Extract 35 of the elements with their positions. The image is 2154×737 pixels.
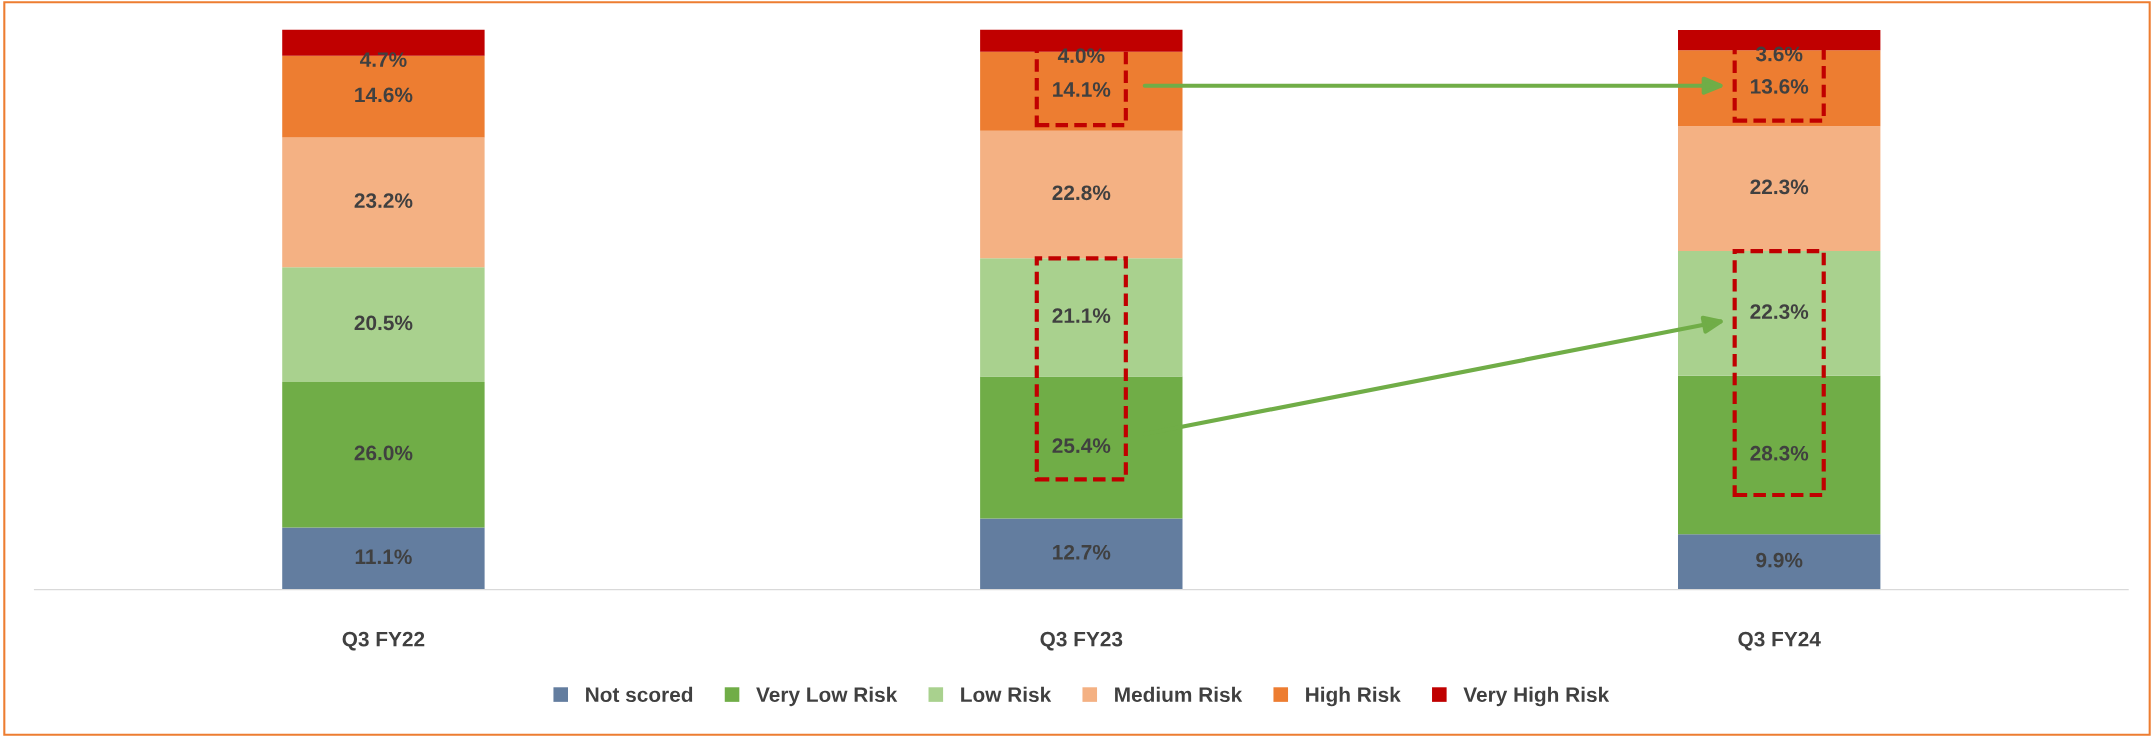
legend-label: Low Risk xyxy=(961,686,1052,703)
bar xyxy=(980,518,1183,590)
data-label: 26.0% xyxy=(354,445,413,461)
data-label: 28.3% xyxy=(1750,445,1809,461)
data-label: 12.7% xyxy=(1053,544,1111,560)
x-tick-label: Q3 FY23 xyxy=(1040,631,1123,651)
data-label: 11.1% xyxy=(355,549,412,565)
data-label: 14.1% xyxy=(1053,82,1111,97)
data-label: 14.6% xyxy=(355,87,413,103)
data-label: 4.7% xyxy=(359,52,407,67)
legend-label: Medium Risk xyxy=(1115,686,1243,703)
legend-label: High Risk xyxy=(1306,686,1401,707)
bar xyxy=(282,137,485,268)
legend-label: Not scored xyxy=(586,686,693,703)
bar xyxy=(1678,126,1881,252)
data-label: 3.6% xyxy=(1755,46,1803,62)
data-label: 21.1% xyxy=(1052,308,1111,323)
bar xyxy=(282,267,485,382)
bar xyxy=(282,382,485,528)
data-label: 13.6% xyxy=(1750,79,1809,94)
bar xyxy=(1678,534,1881,590)
data-label: 25.4% xyxy=(1052,438,1111,454)
legend-label: Very High Risk xyxy=(1463,686,1610,707)
bar xyxy=(282,527,485,590)
data-label: 22.3% xyxy=(1750,304,1809,320)
data-label: 20.5% xyxy=(354,315,413,331)
data-label: 22.3% xyxy=(1750,179,1809,195)
data-label: 22.8% xyxy=(1052,185,1111,201)
data-label: 23.2% xyxy=(354,193,413,209)
legend-label: Very Low Risk xyxy=(756,686,898,707)
data-label: 4.0% xyxy=(1057,48,1105,64)
data-label: 9.9% xyxy=(1756,552,1803,568)
x-tick-label: Q3 FY24 xyxy=(1738,631,1821,651)
bar xyxy=(980,130,1183,259)
x-tick-label: Q3 FY22 xyxy=(342,631,425,651)
